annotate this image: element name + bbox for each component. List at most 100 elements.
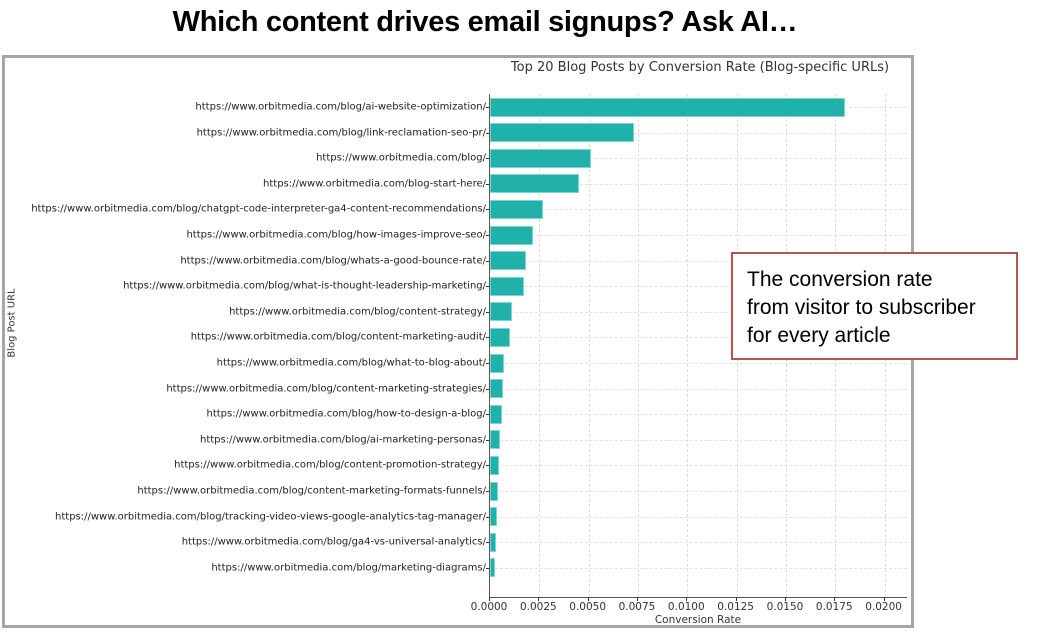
bar [490,251,526,271]
x-tick-mark [784,597,786,601]
bar [490,123,635,143]
annotation-callout: The conversion rate from visitor to subs… [731,252,1018,360]
y-tick-label: https://www.orbitmedia.com/blog/link-rec… [196,127,486,139]
y-tick-label: https://www.orbitmedia.com/blog/how-to-d… [206,408,487,420]
y-tick-mark [486,414,489,416]
x-tick-mark [686,597,688,601]
gridline-horizontal [490,491,907,492]
y-tick-mark [486,567,489,569]
y-tick-label: https://www.orbitmedia.com/blog/content-… [174,459,486,471]
y-tick-mark [486,132,489,134]
y-tick-mark [486,388,489,390]
y-tick-mark [486,260,489,262]
y-tick-label: https://www.orbitmedia.com/blog/content-… [166,383,486,395]
gridline-horizontal [490,209,907,211]
gridline-vertical [588,94,590,597]
callout-line: for every article [747,324,891,347]
x-tick-mark [834,597,836,601]
gridline-horizontal [490,414,907,416]
gridline-horizontal [490,388,907,390]
y-tick-label: https://www.orbitmedia.com/blog/marketin… [211,562,486,574]
y-tick-mark [486,183,489,185]
bar [490,430,501,450]
slide-title: Which content drives email signups? Ask … [172,6,798,38]
y-tick-label: https://www.orbitmedia.com/blog/how-imag… [186,229,486,241]
y-tick-mark [486,311,489,313]
bar [490,455,500,475]
y-tick-mark [486,439,489,441]
bar [490,327,510,347]
bar [490,174,579,194]
gridline-horizontal [490,260,907,262]
gridline-horizontal [490,286,907,288]
bar [490,404,503,424]
y-tick-mark [486,158,489,160]
y-tick-mark [486,465,489,467]
x-tick-mark [883,597,885,601]
y-tick-mark [486,235,489,236]
gridline-vertical [539,94,541,597]
y-tick-label: https://www.orbitmedia.com/blog/chatgpt-… [31,203,486,215]
gridline-horizontal [490,516,907,518]
x-tick-label: 0.0175 [815,601,853,613]
bar [490,481,498,501]
x-axis-label: Conversion Rate [654,614,742,626]
x-tick-mark [538,597,540,601]
y-tick-mark [486,516,489,518]
y-tick-label: https://www.orbitmedia.com/blog/whats-a-… [180,255,486,267]
gridline-horizontal [490,439,907,441]
x-tick-label: 0.0050 [569,601,607,613]
y-tick-label: https://www.orbitmedia.com/blog/ai-marke… [200,434,486,446]
x-tick-label: 0.0150 [766,601,804,613]
bar [490,353,504,373]
y-tick-label: https://www.orbitmedia.com/blog/ai-websi… [195,101,486,113]
y-tick-label: https://www.orbitmedia.com/blog/content-… [137,485,486,497]
bar [490,276,524,296]
y-tick-mark [486,491,489,492]
gridline-horizontal [490,158,907,160]
gridline-vertical [687,94,689,597]
x-tick-label: 0.0000 [470,601,508,613]
x-tick-mark [489,597,490,601]
gridline-horizontal [490,337,907,339]
callout-line: The conversion rate [747,268,933,291]
bar [490,558,496,578]
x-tick-label: 0.0200 [865,601,902,613]
gridline-horizontal [490,311,907,313]
bar [490,199,544,219]
x-tick-mark [735,597,737,601]
x-tick-mark [587,597,589,601]
y-axis-label: Blog Post URL [6,288,18,358]
gridline-horizontal [490,132,907,134]
plot-area [489,94,907,598]
y-tick-label: https://www.orbitmedia.com/blog/tracking… [55,511,486,523]
y-tick-mark [486,107,489,108]
bar [490,225,534,245]
gridline-horizontal [490,542,907,544]
y-tick-label: https://www.orbitmedia.com/blog/ga4-vs-u… [181,536,486,548]
y-tick-mark [486,209,489,211]
y-tick-label: https://www.orbitmedia.com/blog/content-… [190,331,486,343]
bar [490,507,497,527]
bar [490,302,512,322]
x-tick-label: 0.0125 [717,601,754,613]
callout-line: from visitor to subscriber [747,296,976,319]
y-tick-label: https://www.orbitmedia.com/blog-start-he… [263,178,486,190]
bar [490,379,503,399]
x-tick-label: 0.0025 [519,601,557,613]
gridline-horizontal [490,183,907,185]
y-tick-mark [486,337,489,339]
y-tick-label: https://www.orbitmedia.com/blog/what-to-… [216,357,486,369]
y-tick-mark [486,542,489,544]
bar [490,148,591,168]
chart-title: Top 20 Blog Posts by Conversion Rate (Bl… [510,60,890,75]
gridline-horizontal [490,465,907,467]
y-tick-label: https://www.orbitmedia.com/blog/ [316,152,486,164]
y-tick-label: https://www.orbitmedia.com/blog/what-is-… [123,280,486,292]
gridline-horizontal [490,567,907,569]
y-tick-mark [486,286,489,288]
bar [490,97,846,117]
gridline-horizontal [490,363,907,364]
y-tick-label: https://www.orbitmedia.com/blog/content-… [229,306,486,318]
x-tick-label: 0.0100 [667,601,705,613]
